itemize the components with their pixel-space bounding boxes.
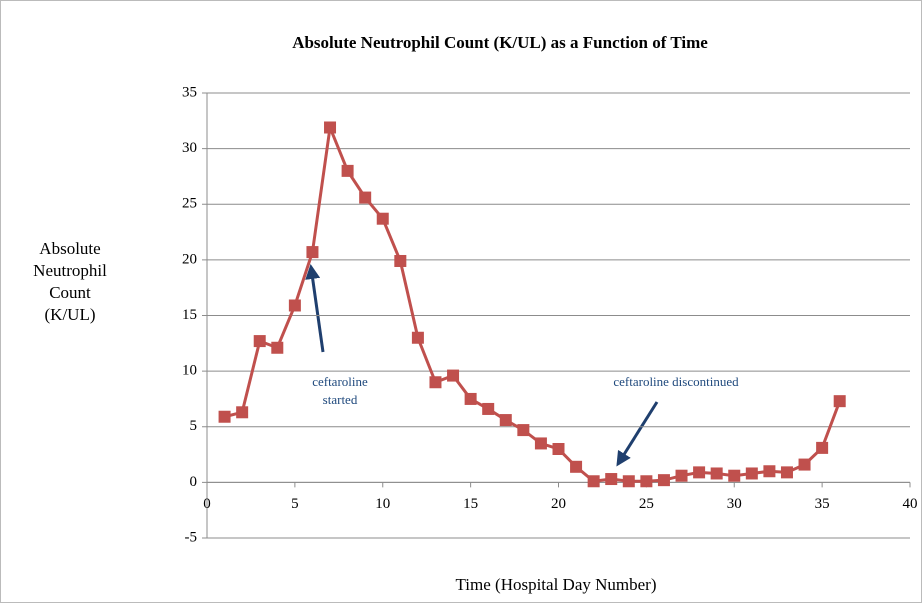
point — [798, 458, 811, 471]
annotation: started — [323, 392, 358, 407]
y-axis-title: (K/UL) — [45, 305, 96, 324]
point — [517, 424, 530, 437]
point — [341, 164, 354, 177]
annotation: ceftaroline — [312, 374, 368, 389]
point — [780, 466, 793, 479]
point — [745, 467, 758, 480]
point — [587, 475, 600, 488]
point — [411, 331, 424, 344]
arrow — [305, 264, 325, 353]
point — [710, 467, 723, 480]
point — [605, 473, 618, 486]
point — [728, 469, 741, 482]
point — [447, 369, 460, 382]
x-tick-label: 5 — [291, 496, 299, 512]
point — [253, 335, 266, 348]
point — [359, 191, 372, 204]
point — [271, 341, 284, 354]
point — [534, 437, 547, 450]
x-tick-label: 40 — [903, 496, 918, 512]
y-tick-label: 25 — [182, 196, 197, 212]
y-axis-title: Neutrophil — [33, 261, 107, 280]
point — [288, 299, 301, 312]
point — [833, 395, 846, 408]
arrow — [616, 401, 659, 467]
x-tick-label: 25 — [639, 496, 654, 512]
y-tick-label: 30 — [182, 140, 197, 156]
point — [324, 121, 337, 134]
point — [763, 465, 776, 478]
y-tick-label: 20 — [182, 251, 197, 267]
chart-title: Absolute Neutrophil Count (K/UL) as a Fu… — [292, 33, 708, 52]
y-tick-label: 10 — [182, 363, 197, 379]
x-tick-label: 10 — [375, 496, 390, 512]
x-tick-label: 15 — [463, 496, 478, 512]
point — [499, 414, 512, 427]
point — [464, 392, 477, 405]
point — [640, 475, 653, 488]
x-tick-label: 20 — [551, 496, 566, 512]
x-tick-label: 0 — [203, 496, 211, 512]
x-axis-title: Time (Hospital Day Number) — [456, 575, 657, 594]
point — [675, 469, 688, 482]
point — [693, 466, 706, 479]
y-tick-label: -5 — [185, 529, 198, 545]
point — [218, 410, 231, 423]
point — [622, 475, 635, 488]
x-tick-label: 30 — [727, 496, 742, 512]
y-tick-label: 0 — [190, 474, 198, 490]
y-tick-label: 15 — [182, 307, 197, 323]
point — [306, 246, 319, 259]
y-tick-label: 35 — [182, 84, 197, 100]
y-axis-title: Count — [49, 283, 91, 302]
point — [552, 443, 565, 455]
point — [376, 212, 389, 225]
annotation: ceftaroline discontinued — [613, 374, 739, 389]
x-tick-label: 35 — [815, 496, 830, 512]
point — [816, 441, 829, 454]
y-axis-title: Absolute — [39, 239, 100, 258]
y-tick-label: 5 — [190, 418, 198, 434]
point — [657, 474, 670, 487]
point — [570, 460, 583, 473]
point — [394, 254, 407, 267]
point — [236, 406, 249, 419]
point — [429, 376, 442, 389]
point — [482, 402, 495, 415]
